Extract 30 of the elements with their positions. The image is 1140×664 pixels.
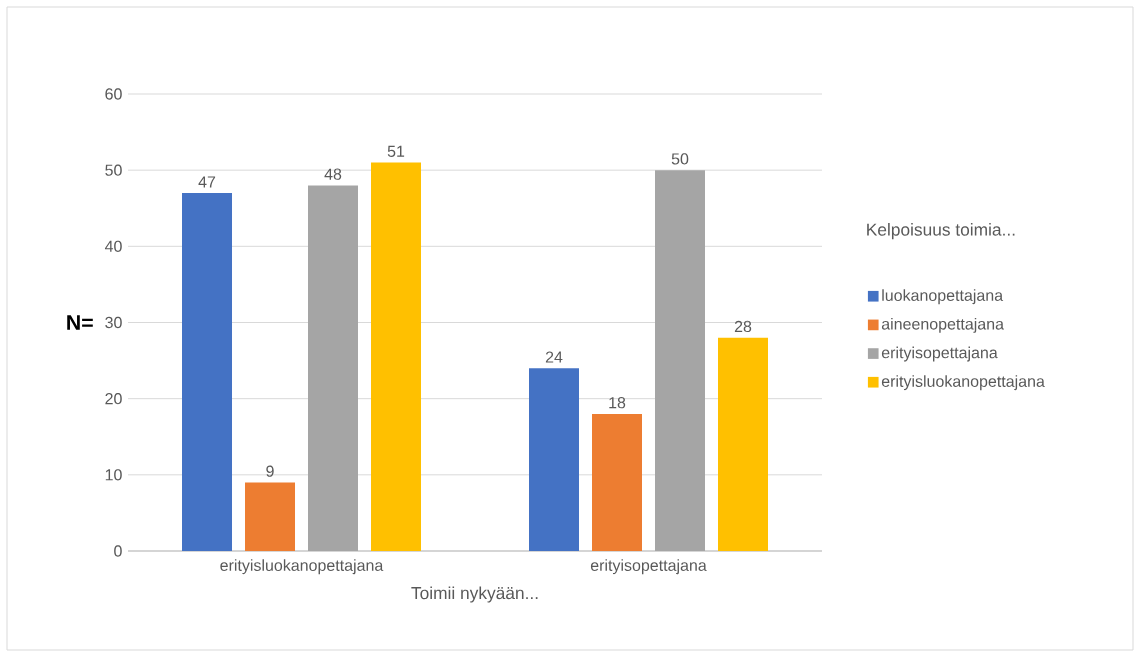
bar xyxy=(371,162,422,551)
bar xyxy=(529,368,579,551)
legend-label: luokanopettajana xyxy=(882,289,1004,305)
bar xyxy=(308,185,359,551)
bar xyxy=(718,337,768,551)
bar xyxy=(182,193,233,551)
y-tick-label: 30 xyxy=(105,316,122,329)
data-label: 9 xyxy=(266,465,274,477)
y-axis-title: N= xyxy=(67,315,93,330)
data-label: 50 xyxy=(671,153,689,165)
data-label: 48 xyxy=(324,168,342,180)
bar xyxy=(592,413,642,551)
data-label: 24 xyxy=(545,351,563,363)
bar xyxy=(245,482,296,551)
data-label: 18 xyxy=(609,396,626,409)
y-tick-label: 50 xyxy=(105,164,122,176)
data-label: 28 xyxy=(734,320,752,333)
legend-title: Kelpoisuus toimia... xyxy=(867,223,1015,240)
y-tick-label: 0 xyxy=(114,545,122,557)
data-label: 51 xyxy=(387,145,405,157)
y-tick-label: 10 xyxy=(105,469,122,481)
x-axis-title: Toimii nykyään... xyxy=(411,586,538,603)
data-label: 47 xyxy=(198,176,216,188)
y-tick-label: 40 xyxy=(104,240,122,252)
bar xyxy=(655,170,705,551)
legend-label: erityisopettajana xyxy=(881,346,998,362)
y-tick-label: 20 xyxy=(105,393,122,405)
legend-label: aineenopettajana xyxy=(881,317,1004,333)
legend-label: erityisluokanopettajana xyxy=(881,375,1045,391)
y-tick-label: 60 xyxy=(105,88,122,100)
